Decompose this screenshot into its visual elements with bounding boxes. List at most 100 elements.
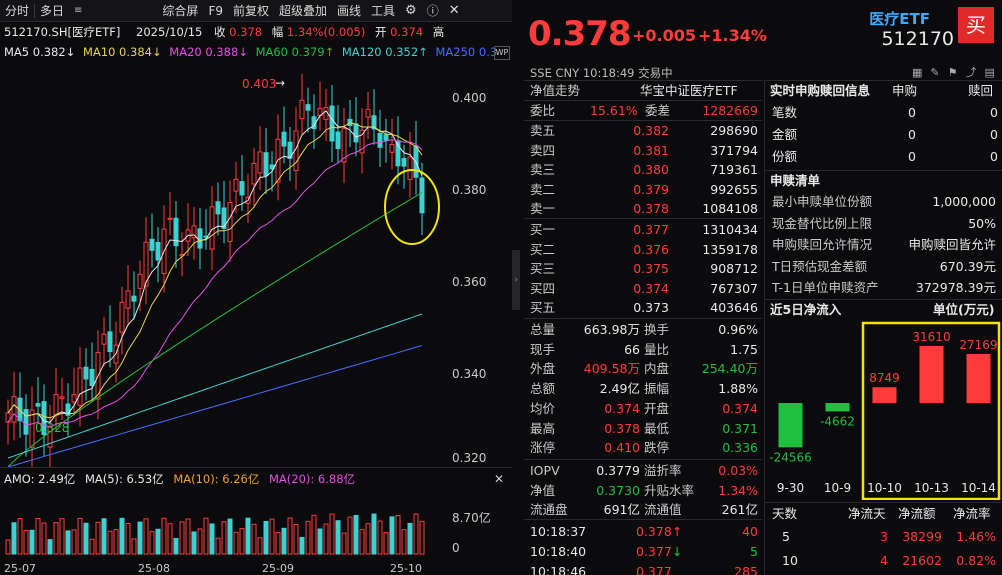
volume-bar: [107, 530, 113, 555]
bid-label: 买四: [530, 280, 556, 296]
bid-volume: 1310434: [702, 222, 758, 237]
volume-bar: [407, 522, 413, 555]
volume-bar: [263, 520, 269, 555]
amp-label: 幅: [271, 25, 284, 39]
close-icon[interactable]: ✕: [448, 2, 460, 18]
volume-bar: [65, 530, 71, 555]
buy-button[interactable]: 买: [958, 7, 994, 43]
ask-price: 0.380: [633, 162, 669, 177]
stat-label: 跌停: [644, 440, 670, 456]
vol-ma20: MA(20): 6.88亿: [269, 472, 356, 486]
list-value: 670.39元: [939, 258, 996, 274]
volume-bar: [221, 521, 227, 555]
stat-label: 内盘: [644, 361, 670, 377]
iopv-value: 261亿: [721, 502, 758, 517]
volume-bar: [35, 517, 41, 555]
share-icon[interactable]: ⤴: [965, 66, 985, 79]
y-tick: 0.400: [452, 91, 486, 105]
candle-body: [119, 301, 125, 333]
volume-bar: [155, 528, 161, 555]
volume-bar: [83, 522, 89, 555]
stat-label: 总量: [530, 322, 556, 337]
bookmark-icon[interactable]: ⚑: [947, 66, 966, 79]
inflow-bar: [778, 403, 803, 448]
vol-y-tick: 8.70亿: [452, 510, 491, 525]
inflow-value-label: -24566: [769, 450, 812, 464]
tab-f9[interactable]: F9: [208, 3, 223, 18]
help-icon[interactable]: ⓘ: [426, 3, 439, 18]
ask-label: 卖一: [530, 201, 556, 216]
stat-value: 254.40万: [701, 361, 758, 377]
volume-bar: [233, 531, 239, 555]
webi-label: 委比: [530, 103, 556, 118]
candle-body: [83, 366, 89, 380]
rt-subscribe-value: 0: [908, 149, 916, 164]
y-tick: 0.340: [452, 367, 486, 381]
ma-line: [7, 122, 423, 419]
flow-title: 近5日净流入: [770, 302, 842, 317]
candle-body: [173, 217, 179, 247]
volume-bar: [17, 518, 23, 555]
stat-value: 0.374: [722, 400, 758, 416]
stat-label: 外盘: [530, 361, 556, 377]
tick-volume: 5: [750, 544, 758, 559]
tab-multiday[interactable]: 多日: [40, 3, 65, 18]
flow-col-rate: 净流率: [953, 506, 991, 521]
candle-body: [383, 134, 389, 141]
tab-adjust[interactable]: 前复权: [232, 3, 269, 18]
tab-overlay[interactable]: 超级叠加: [279, 3, 328, 18]
collapse-handle[interactable]: ›: [512, 250, 520, 310]
tab-intraday[interactable]: 分时: [5, 3, 30, 18]
ask-label: 卖三: [530, 162, 556, 177]
tick-time: 10:18:46: [530, 564, 587, 575]
low-marker-label: 0.328: [35, 421, 69, 435]
edit-icon[interactable]: ✎: [930, 66, 948, 79]
volume-bar: [251, 523, 257, 555]
tick-volume: 285: [734, 564, 758, 575]
volume-bar: [365, 523, 371, 555]
inflow-category-label: 10-14: [961, 481, 996, 495]
flow-amount: 21602: [902, 553, 942, 568]
stat-value: 0.371: [722, 420, 758, 436]
ma-line: [7, 110, 423, 423]
volume-bar: [53, 522, 59, 555]
index-name: 华宝中证医疗ETF: [640, 83, 738, 98]
stat-value: 0.374: [604, 400, 640, 416]
tick-arrow: ↑: [672, 524, 683, 539]
grid-icon[interactable]: ▦: [912, 66, 931, 79]
menu-icon[interactable]: ≡: [74, 4, 83, 16]
wecha-label: 委差: [645, 103, 671, 118]
volume-bar: [281, 527, 287, 555]
x-tick: 25-10: [390, 562, 422, 575]
stat-label: 开盘: [644, 400, 670, 416]
ma20-label: MA20 0.388↓: [169, 45, 248, 59]
iopv-value: 0.03%: [718, 463, 758, 478]
stat-value: 409.58万: [583, 361, 640, 377]
candle-body: [77, 367, 83, 406]
bid-volume: 403646: [710, 300, 758, 315]
ask-price: 0.381: [633, 142, 669, 158]
y-tick: 0.360: [452, 275, 486, 289]
candles-group: [5, 73, 425, 467]
volume-bar: [359, 528, 365, 555]
flow-rate: 0.82%: [956, 553, 996, 568]
candlestick-chart[interactable]: 0.400 0.380 0.360 0.340 0.320 0.403 → 0.…: [0, 62, 512, 467]
tab-tools[interactable]: 工具: [371, 3, 396, 18]
gear-icon[interactable]: ⚙: [405, 2, 417, 18]
wp-icon[interactable]: WP: [494, 46, 510, 60]
tab-draw[interactable]: 画线: [337, 3, 362, 18]
bid-price: 0.375: [633, 261, 669, 276]
volume-chart[interactable]: 8.70亿 0 25-07 25-08 25-09 25-10: [0, 486, 512, 575]
candle-body: [359, 129, 365, 154]
iopv-label: 流通值: [644, 502, 682, 517]
inflow-bar: [919, 346, 944, 403]
net-inflow-chart[interactable]: -24566 9-30 -4662 10-9 8749 10-10 31610 10-13 27…: [765, 318, 1002, 500]
nav-trend-title[interactable]: 净值走势: [530, 83, 581, 98]
tab-overview[interactable]: 综合屏: [162, 3, 199, 18]
flow-col-amount: 净流额: [898, 506, 936, 521]
candle-body: [209, 206, 215, 250]
close-volume-icon[interactable]: ✕: [494, 472, 505, 486]
more-icon[interactable]: ▤: [984, 66, 1002, 79]
right-toolbar-icons[interactable]: ▦✎⚑⤴▤: [912, 64, 1002, 80]
bid-label: 买一: [530, 222, 556, 237]
